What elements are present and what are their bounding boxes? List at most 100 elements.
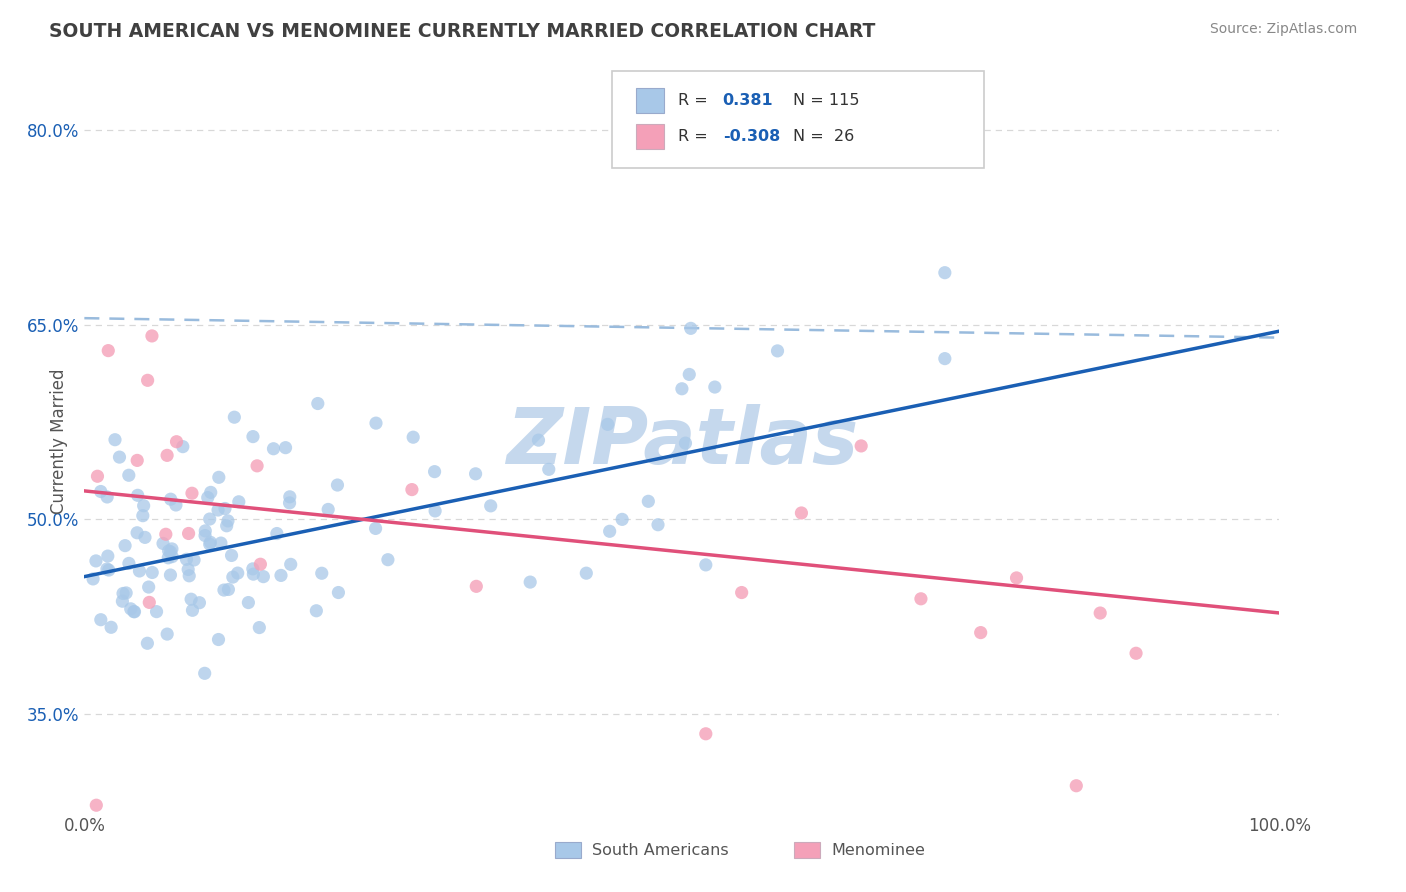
Point <box>228 495 250 509</box>
Point <box>132 508 155 523</box>
Point <box>214 501 236 516</box>
Point <box>194 528 217 542</box>
Point <box>790 506 813 520</box>
Point <box>118 557 141 571</box>
Point <box>364 416 387 430</box>
Point <box>90 613 112 627</box>
Point <box>851 439 873 453</box>
Point <box>160 541 183 556</box>
Point <box>179 569 201 583</box>
Point <box>86 798 108 813</box>
Point <box>165 498 187 512</box>
Point <box>138 595 160 609</box>
Point <box>90 484 112 499</box>
Point <box>695 558 717 572</box>
Point <box>97 549 120 563</box>
Point <box>194 666 217 681</box>
Point <box>596 417 619 432</box>
Point <box>242 562 264 576</box>
Y-axis label: Currently Married: Currently Married <box>49 368 67 515</box>
Point <box>108 450 131 464</box>
Text: ZIPatlas: ZIPatlas <box>506 403 858 480</box>
Point <box>172 440 194 454</box>
Point <box>270 568 292 582</box>
Point <box>128 564 150 578</box>
Point <box>194 524 217 538</box>
Point <box>647 517 669 532</box>
Text: N = 115: N = 115 <box>793 94 859 108</box>
Point <box>599 524 621 539</box>
Text: R =: R = <box>678 129 707 144</box>
Point <box>159 545 181 559</box>
Point <box>100 620 122 634</box>
Text: South Americans: South Americans <box>592 843 728 857</box>
Point <box>200 485 222 500</box>
Point <box>402 430 425 444</box>
Point <box>127 453 149 467</box>
Point <box>326 478 349 492</box>
Point <box>316 502 339 516</box>
Text: R =: R = <box>678 94 713 108</box>
Point <box>1005 571 1028 585</box>
Point <box>328 585 350 599</box>
Point <box>114 539 136 553</box>
Point <box>209 536 232 550</box>
Point <box>118 468 141 483</box>
Point <box>423 504 446 518</box>
Point <box>252 569 274 583</box>
Point <box>82 572 104 586</box>
Point <box>222 570 245 584</box>
Point <box>188 596 211 610</box>
Point <box>176 552 198 566</box>
Point <box>198 512 221 526</box>
Point <box>217 582 239 597</box>
Point <box>307 396 329 410</box>
Point <box>177 526 200 541</box>
Point <box>157 550 180 565</box>
Point <box>1125 646 1147 660</box>
Point <box>181 486 204 500</box>
Point <box>679 321 702 335</box>
Point <box>703 380 725 394</box>
Point <box>246 458 269 473</box>
Point <box>156 448 179 462</box>
Point <box>377 552 399 566</box>
Point <box>96 490 118 504</box>
Point <box>212 582 235 597</box>
Point <box>159 492 181 507</box>
Point <box>479 499 502 513</box>
Point <box>401 483 423 497</box>
Point <box>138 580 160 594</box>
Point <box>249 558 271 572</box>
Point <box>970 625 993 640</box>
Point <box>637 494 659 508</box>
Point <box>695 727 717 741</box>
Point <box>238 596 260 610</box>
Point <box>575 566 598 581</box>
Point <box>242 429 264 443</box>
Point <box>166 434 188 449</box>
Point <box>183 553 205 567</box>
Point <box>159 568 181 582</box>
Text: -0.308: -0.308 <box>723 129 780 144</box>
Point <box>226 566 249 580</box>
Point <box>208 470 231 484</box>
Point <box>122 605 145 619</box>
Point <box>160 549 183 564</box>
Text: SOUTH AMERICAN VS MENOMINEE CURRENTLY MARRIED CORRELATION CHART: SOUTH AMERICAN VS MENOMINEE CURRENTLY MA… <box>49 22 876 41</box>
Point <box>263 442 285 456</box>
Point <box>115 586 138 600</box>
Point <box>200 535 222 549</box>
Point <box>934 266 956 280</box>
Point <box>136 636 159 650</box>
Point <box>612 512 634 526</box>
Point <box>934 351 956 366</box>
Point <box>280 558 302 572</box>
Point <box>84 554 107 568</box>
Point <box>198 537 221 551</box>
Point <box>111 594 134 608</box>
Point <box>124 605 146 619</box>
Point <box>266 526 288 541</box>
Point <box>207 503 229 517</box>
Point <box>181 603 204 617</box>
